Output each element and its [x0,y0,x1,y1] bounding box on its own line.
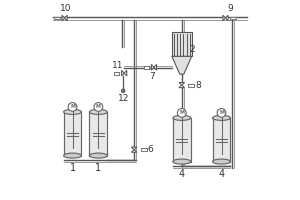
Polygon shape [62,15,64,21]
Ellipse shape [173,115,191,120]
Text: M: M [219,110,224,115]
Bar [89,112,107,156]
Bar [213,118,230,162]
Polygon shape [226,15,228,21]
Text: 4: 4 [218,169,225,179]
Text: 9: 9 [227,4,233,13]
Text: 10: 10 [60,4,71,13]
Text: 4: 4 [179,169,185,179]
Polygon shape [124,70,127,76]
Polygon shape [179,83,184,85]
Text: M: M [70,104,75,109]
Text: 6: 6 [147,145,153,154]
Circle shape [177,109,186,117]
Bar [172,32,192,56]
Bar [188,84,194,87]
Ellipse shape [64,153,82,158]
Circle shape [94,103,103,111]
Bar [114,72,119,75]
Polygon shape [172,56,192,74]
Ellipse shape [89,153,107,158]
Ellipse shape [213,159,230,164]
Ellipse shape [213,115,230,120]
Text: 2: 2 [190,45,195,54]
Text: 12: 12 [118,94,129,103]
Circle shape [217,109,226,117]
Polygon shape [154,64,157,70]
Text: M: M [179,110,184,115]
Ellipse shape [173,159,191,164]
Bar [144,66,149,69]
Circle shape [122,89,125,93]
Text: 11: 11 [112,61,124,70]
Bar [54,17,60,19]
Polygon shape [122,70,124,76]
Text: 1: 1 [70,163,76,173]
Polygon shape [179,85,184,88]
Bar [141,148,147,151]
Text: 7: 7 [149,72,155,81]
Polygon shape [131,150,137,152]
Polygon shape [64,15,67,21]
Text: M: M [96,104,101,109]
Ellipse shape [64,109,82,114]
Polygon shape [223,15,226,21]
Polygon shape [152,64,154,70]
Ellipse shape [89,109,107,114]
Polygon shape [131,147,137,150]
Text: 8: 8 [195,81,201,90]
Bar [230,17,236,19]
Text: 1: 1 [95,163,101,173]
Bar [64,112,82,156]
Circle shape [68,103,77,111]
Bar [173,118,191,162]
